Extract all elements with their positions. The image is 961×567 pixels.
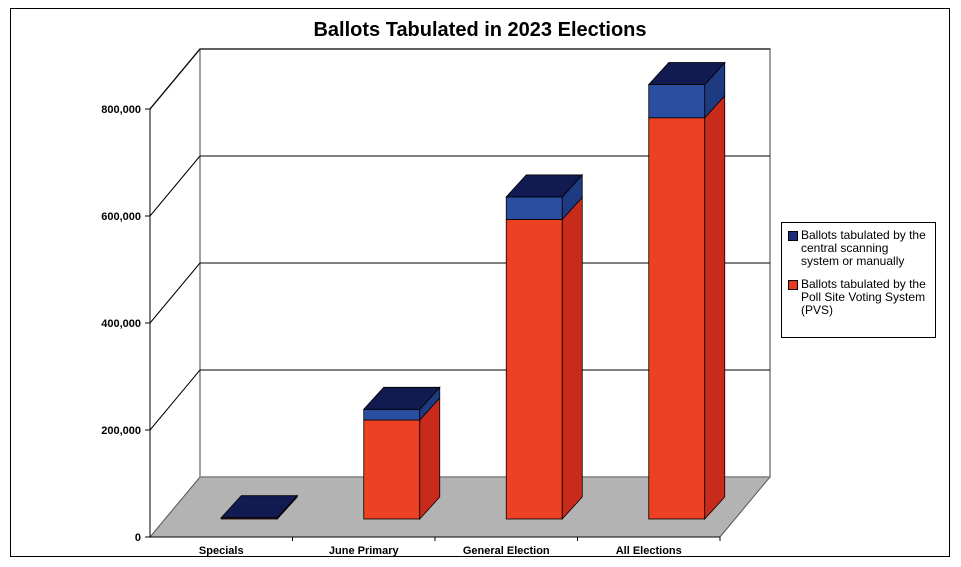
gridline-side — [149, 48, 201, 110]
legend-label-pvs: Ballots tabulated by the Poll Site Votin… — [801, 277, 926, 317]
legend-item-pvs: Ballots tabulated by the Poll Site Votin… — [788, 278, 929, 317]
gridline-side — [149, 369, 201, 431]
bar-pvs — [505, 218, 563, 520]
legend-label-central: Ballots tabulated by the central scannin… — [801, 228, 926, 268]
gridline-side — [149, 262, 201, 324]
bar-top — [505, 174, 584, 198]
bar-top — [362, 386, 441, 410]
y-tick-label: 0 — [135, 532, 141, 544]
bar-pvs-side — [561, 196, 583, 521]
chart-legend: Ballots tabulated by the central scannin… — [781, 222, 936, 338]
bar-central — [505, 196, 563, 220]
bar-central — [363, 408, 421, 421]
bar-central — [648, 84, 706, 119]
x-tick-label: General Election — [463, 545, 550, 557]
y-tick-label: 600,000 — [101, 211, 141, 223]
bar-pvs-side — [704, 94, 726, 521]
legend-swatch-central — [788, 231, 798, 241]
x-tick-label: June Primary — [329, 545, 400, 557]
bar-top — [220, 495, 299, 519]
y-tick-label: 400,000 — [101, 318, 141, 330]
chart-title: Ballots Tabulated in 2023 Elections — [313, 19, 647, 41]
bar-pvs — [648, 117, 706, 520]
y-tick-label: 800,000 — [101, 104, 141, 116]
bar-pvs — [363, 419, 421, 520]
y-tick-label: 200,000 — [101, 425, 141, 437]
legend-item-central: Ballots tabulated by the central scannin… — [788, 229, 929, 268]
bar-top — [647, 62, 726, 85]
gridline-side — [149, 155, 201, 217]
x-tick-label: Specials — [199, 545, 244, 557]
legend-swatch-pvs — [788, 280, 798, 290]
x-tick-label: All Elections — [616, 545, 682, 557]
